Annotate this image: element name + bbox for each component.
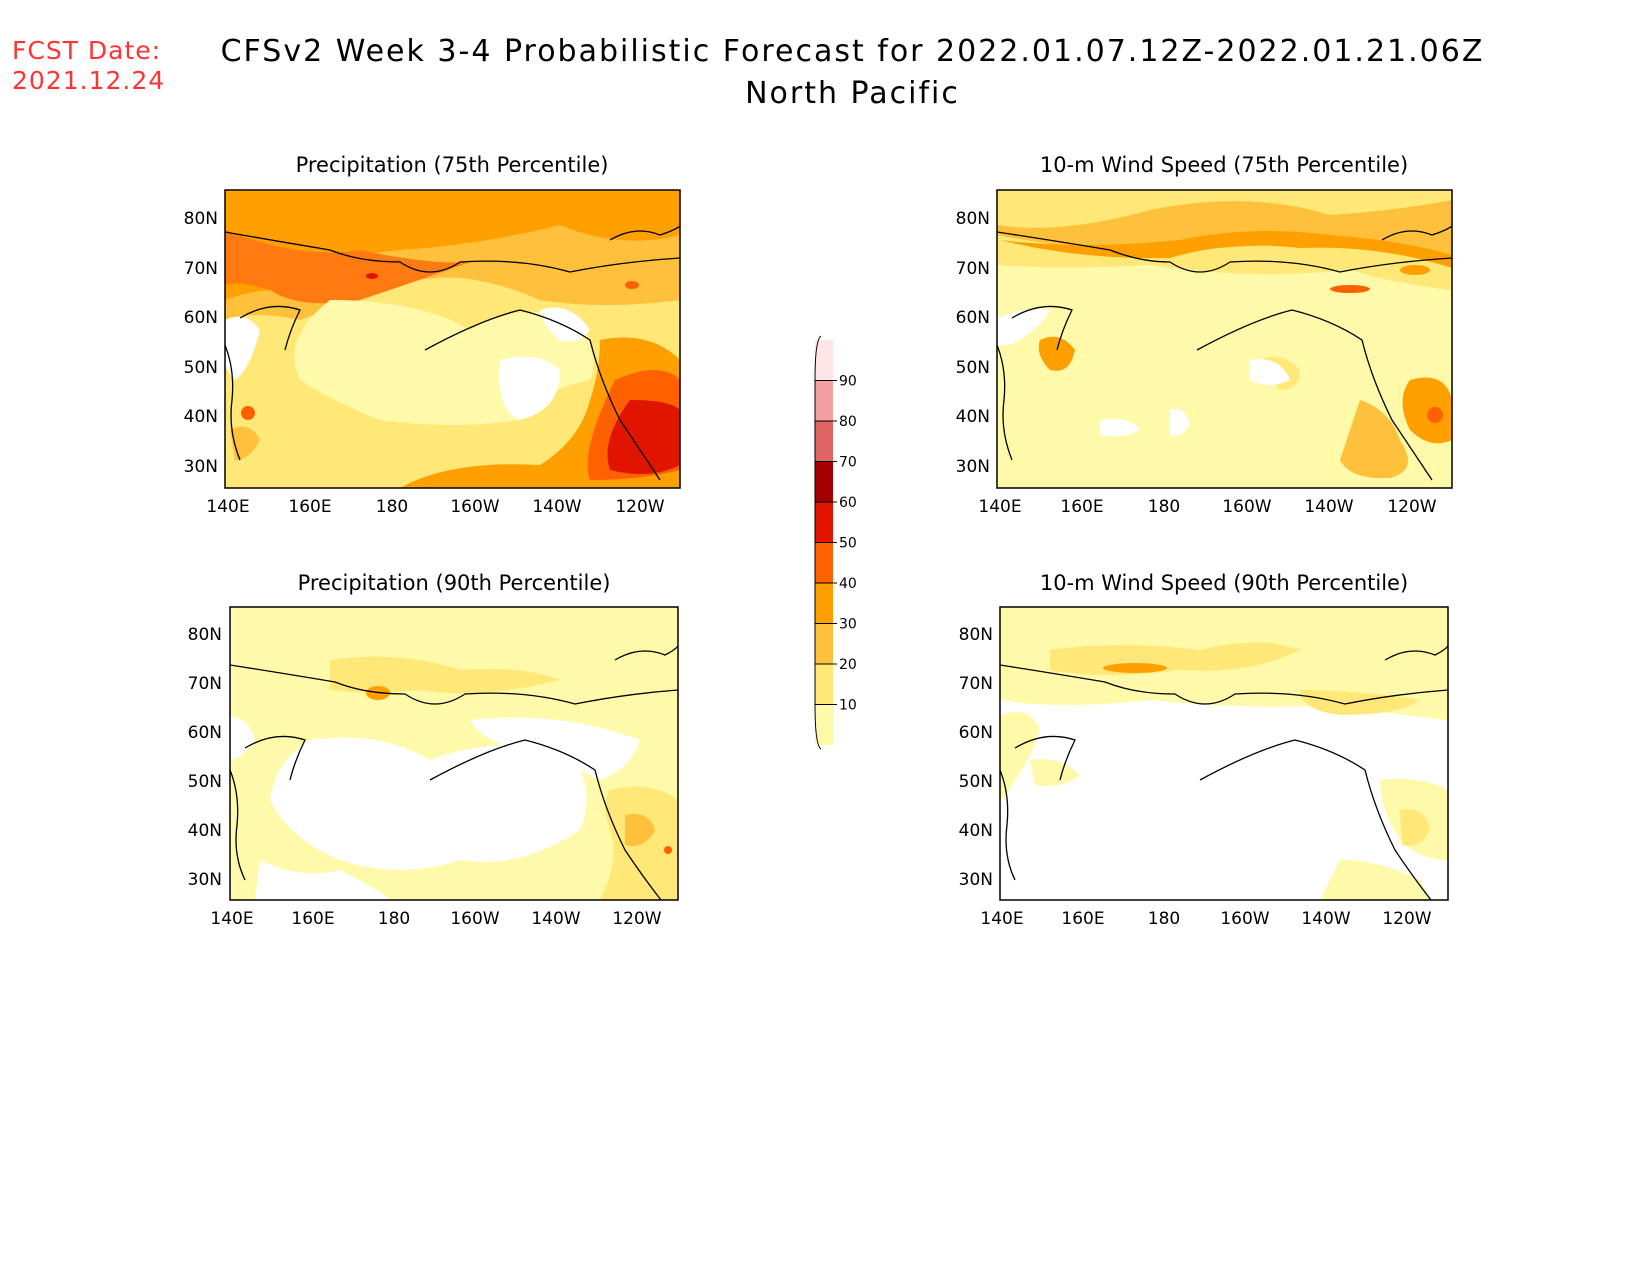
- lon-tick-label: 140W: [1301, 909, 1350, 929]
- colorbar-swatch: [815, 461, 833, 502]
- panel-precip-75: Precipitation (75th Percentile) 80N 70N …: [184, 153, 681, 517]
- lat-tick-label: 50N: [959, 772, 993, 792]
- lon-tick-label: 160E: [1061, 909, 1104, 929]
- lon-tick-label: 180: [378, 909, 410, 929]
- colorbar-label: 50: [839, 536, 857, 552]
- lon-tick-label: 160W: [450, 497, 499, 517]
- colorbar-swatch: [815, 421, 833, 462]
- lon-tick-label: 160E: [1060, 497, 1103, 517]
- colorbar-swatch: [815, 340, 833, 381]
- lon-tick-label: 160W: [1222, 497, 1271, 517]
- forecast-date-value: 2021.12.24: [12, 66, 166, 95]
- colorbar: 10 20 30 40 50 60 70 80 90: [814, 335, 857, 750]
- panel-title: Precipitation (90th Percentile): [298, 571, 611, 595]
- lon-tick-label: 180: [1148, 497, 1180, 517]
- colorbar-swatch: [815, 623, 833, 664]
- lon-tick-label: 160E: [291, 909, 334, 929]
- map-frame: [996, 189, 1453, 489]
- lon-tick-labels: 140E 160E 180 160W 140W 120W: [978, 497, 1436, 517]
- lat-tick-label: 80N: [959, 625, 993, 645]
- lon-tick-label: 160W: [450, 909, 499, 929]
- lon-tick-label: 160E: [288, 497, 331, 517]
- lat-tick-label: 70N: [188, 674, 222, 694]
- lat-tick-label: 40N: [959, 821, 993, 841]
- lat-tick-label: 80N: [956, 209, 990, 229]
- lat-tick-label: 40N: [956, 407, 990, 427]
- lon-tick-labels: 140E 160E 180 160W 140W 120W: [980, 909, 1431, 929]
- colorbar-swatch: [815, 502, 833, 543]
- lon-tick-label: 120W: [615, 497, 664, 517]
- colorbar-swatch: [815, 704, 833, 745]
- lon-tick-label: 140E: [206, 497, 249, 517]
- colorbar-label: 20: [839, 657, 857, 673]
- lon-tick-labels: 140E 160E 180 160W 140W 120W: [210, 909, 661, 929]
- lat-tick-label: 70N: [959, 674, 993, 694]
- colorbar-label: 30: [839, 617, 857, 633]
- lat-tick-label: 50N: [956, 358, 990, 378]
- lat-tick-labels: 80N 70N 60N 50N 40N 30N: [184, 209, 218, 477]
- lat-tick-label: 40N: [184, 407, 218, 427]
- region-subtitle: North Pacific: [745, 76, 960, 111]
- lat-tick-label: 60N: [188, 723, 222, 743]
- lat-tick-label: 80N: [184, 209, 218, 229]
- map-frame: [999, 606, 1449, 901]
- panel-title: Precipitation (75th Percentile): [296, 153, 609, 177]
- lat-tick-label: 70N: [956, 259, 990, 279]
- lon-tick-label: 120W: [1382, 909, 1431, 929]
- lon-tick-labels: 140E 160E 180 160W 140W 120W: [206, 497, 664, 517]
- lon-tick-label: 120W: [1387, 497, 1436, 517]
- panel-title: 10-m Wind Speed (90th Percentile): [1040, 571, 1408, 595]
- panel-title: 10-m Wind Speed (75th Percentile): [1040, 153, 1408, 177]
- colorbar-label: 90: [839, 374, 857, 390]
- lat-tick-label: 60N: [184, 308, 218, 328]
- lat-tick-label: 30N: [188, 870, 222, 890]
- forecast-date-block: FCST Date: 2021.12.24: [12, 36, 165, 96]
- colorbar-label: 60: [839, 495, 857, 511]
- colorbar-swatch: [815, 664, 833, 705]
- lat-tick-label: 30N: [956, 457, 990, 477]
- lat-tick-label: 30N: [184, 457, 218, 477]
- lat-tick-labels: 80N 70N 60N 50N 40N 30N: [188, 625, 222, 890]
- colorbar-label: 40: [839, 576, 857, 592]
- lat-tick-label: 50N: [188, 772, 222, 792]
- lon-tick-label: 140E: [978, 497, 1021, 517]
- colorbar-swatch: [815, 380, 833, 421]
- lat-tick-labels: 80N 70N 60N 50N 40N 30N: [956, 209, 990, 477]
- lon-tick-label: 160W: [1220, 909, 1269, 929]
- lat-tick-label: 60N: [956, 308, 990, 328]
- lat-tick-label: 80N: [188, 625, 222, 645]
- lat-tick-label: 70N: [184, 259, 218, 279]
- lon-tick-label: 140W: [1304, 497, 1353, 517]
- lat-tick-label: 40N: [188, 821, 222, 841]
- colorbar-label: 80: [839, 414, 857, 430]
- panel-wind-75: 10-m Wind Speed (75th Percentile) 80N 70…: [956, 153, 1453, 517]
- colorbar-label: 10: [839, 698, 857, 714]
- lon-tick-label: 140E: [210, 909, 253, 929]
- map-frame: [224, 189, 681, 489]
- lon-tick-label: 140E: [980, 909, 1023, 929]
- lon-tick-label: 180: [376, 497, 408, 517]
- panel-precip-90: Precipitation (90th Percentile) 80N 70N …: [188, 571, 679, 929]
- lat-tick-label: 60N: [959, 723, 993, 743]
- panel-wind-90: 10-m Wind Speed (90th Percentile) 80N 70…: [959, 571, 1449, 929]
- lon-tick-label: 140W: [531, 909, 580, 929]
- main-title: CFSv2 Week 3-4 Probabilistic Forecast fo…: [220, 34, 1485, 69]
- lon-tick-label: 120W: [612, 909, 661, 929]
- map-frame: [229, 606, 679, 901]
- lat-tick-labels: 80N 70N 60N 50N 40N 30N: [959, 625, 993, 890]
- colorbar-swatch: [815, 542, 833, 583]
- forecast-date-label: FCST Date:: [12, 36, 162, 65]
- colorbar-swatch: [815, 583, 833, 624]
- lat-tick-label: 30N: [959, 870, 993, 890]
- lat-tick-label: 50N: [184, 358, 218, 378]
- lon-tick-label: 140W: [532, 497, 581, 517]
- lon-tick-label: 180: [1148, 909, 1180, 929]
- colorbar-label: 70: [839, 455, 857, 471]
